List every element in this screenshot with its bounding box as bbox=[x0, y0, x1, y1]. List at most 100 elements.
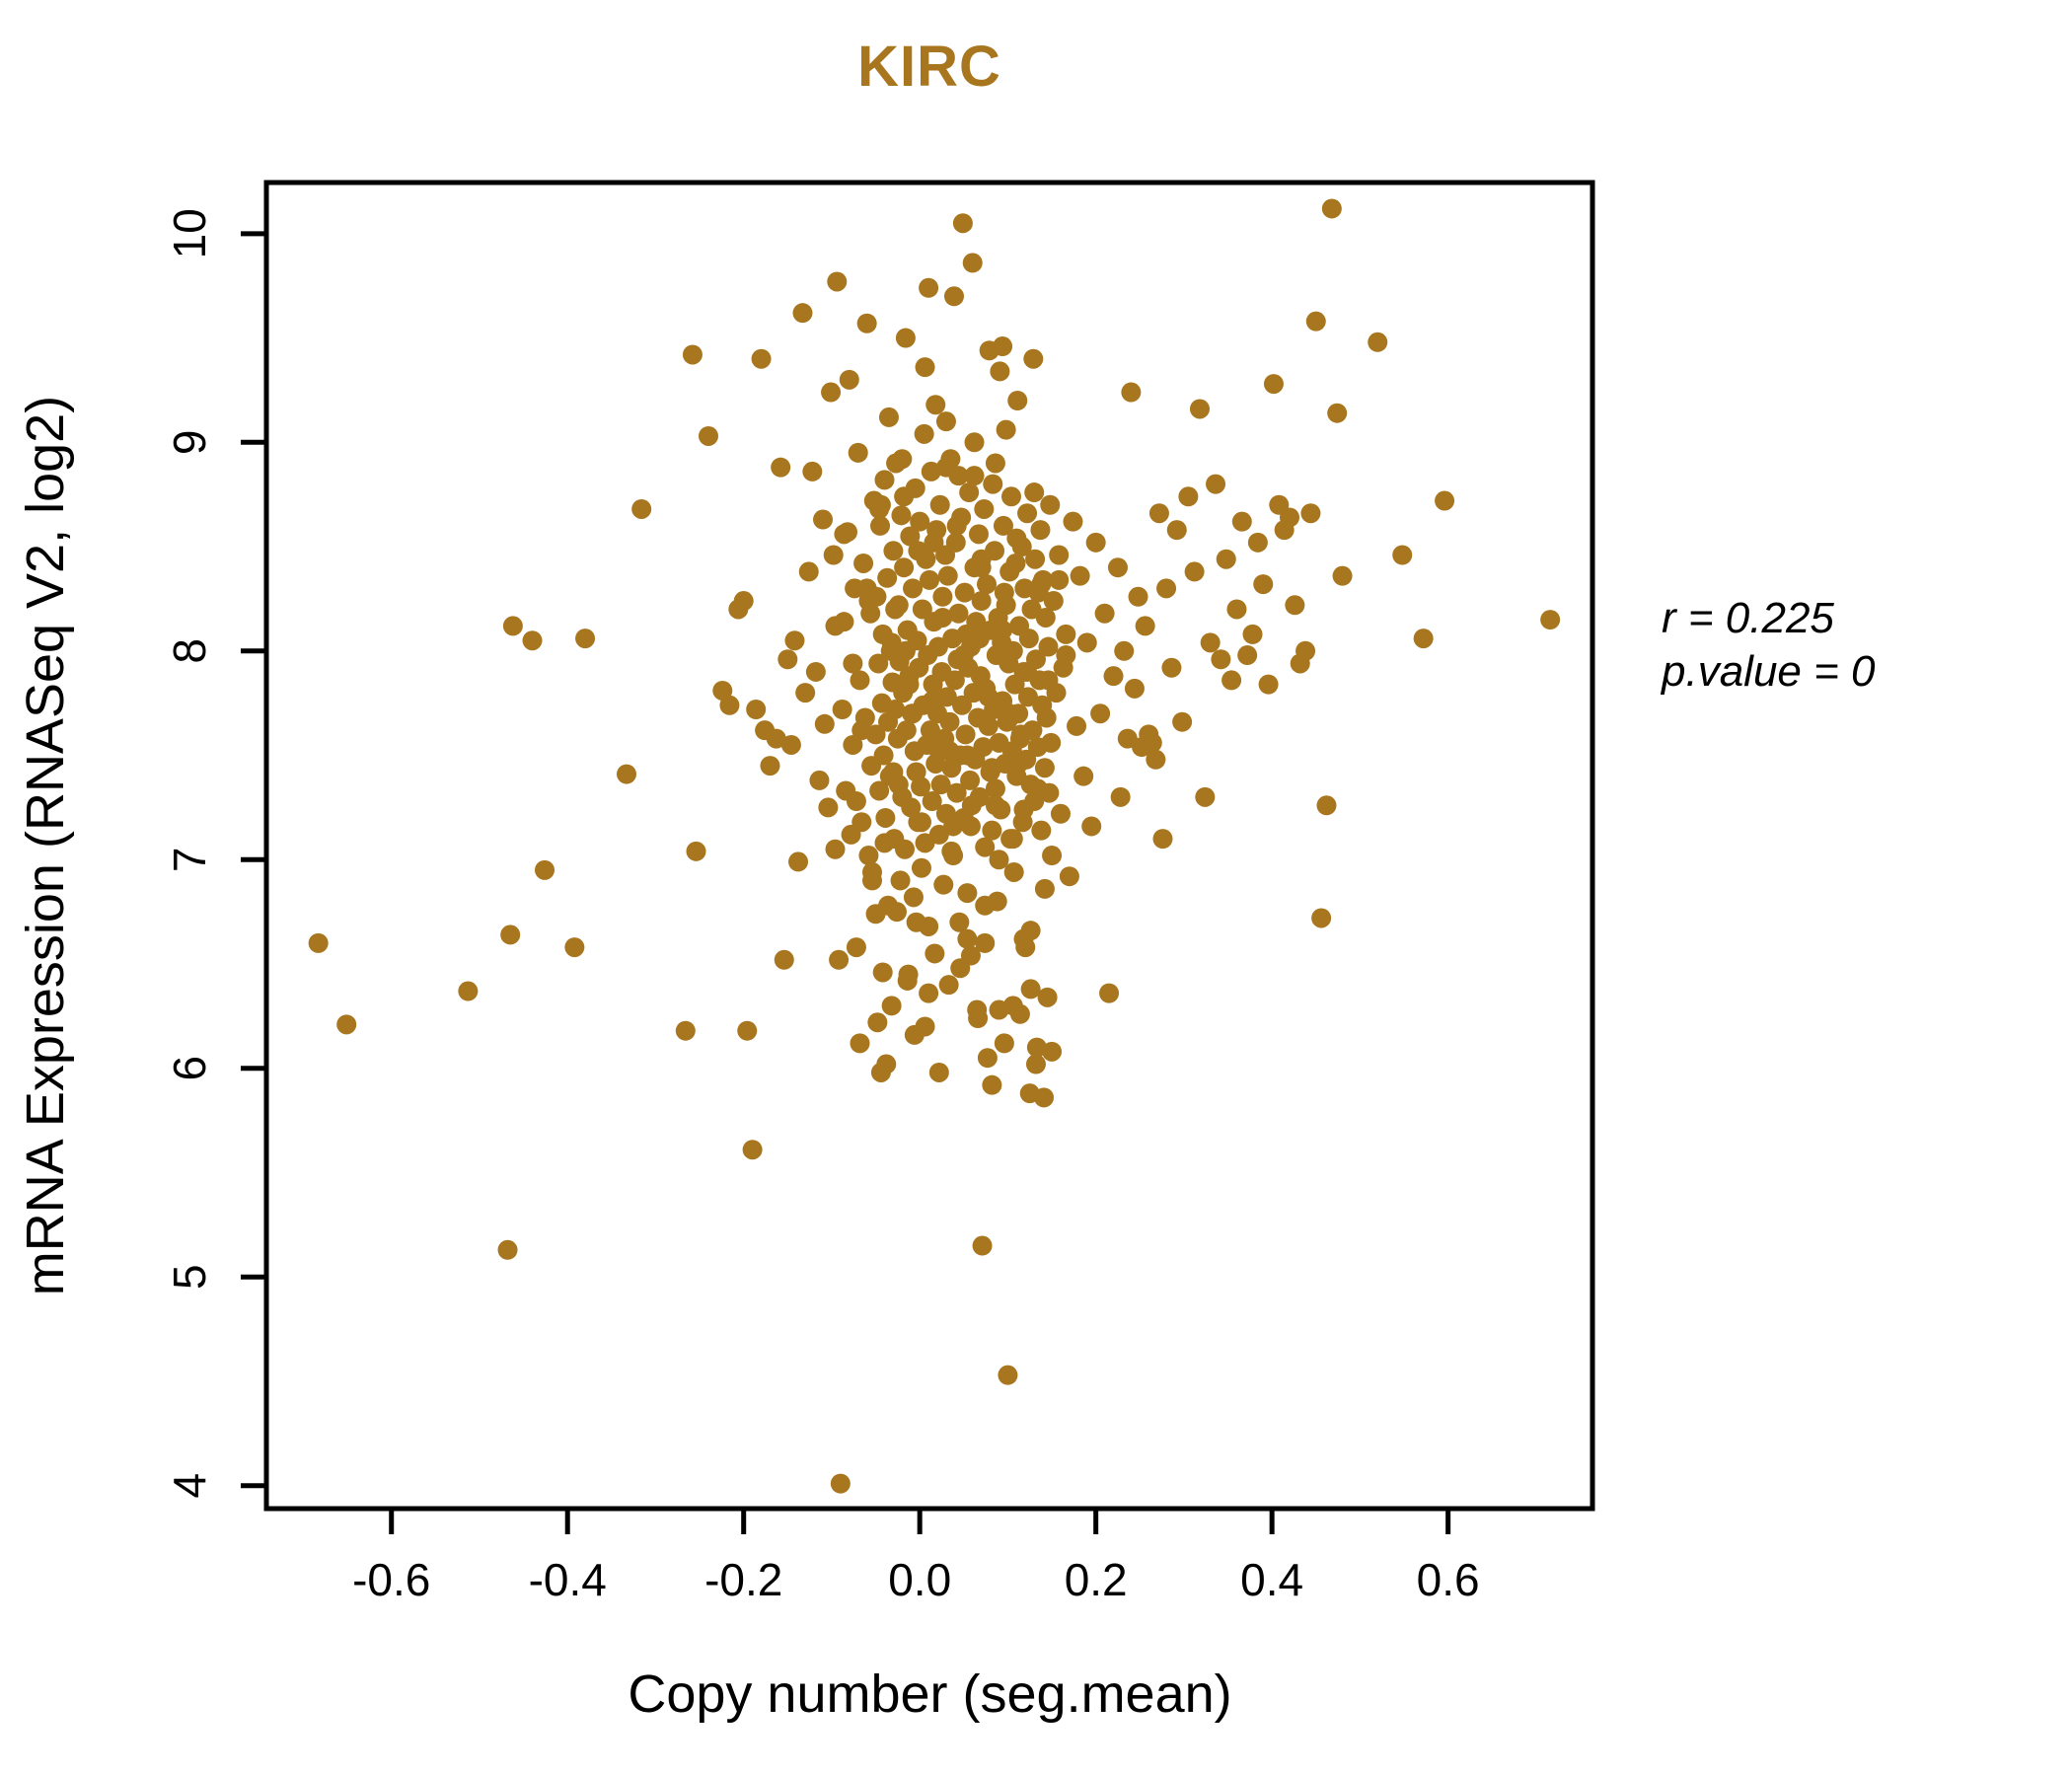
data-point bbox=[1038, 670, 1059, 691]
data-point bbox=[1231, 511, 1252, 532]
data-point bbox=[874, 470, 895, 490]
data-point bbox=[458, 981, 479, 1001]
data-point bbox=[809, 770, 830, 790]
data-point bbox=[780, 734, 801, 755]
data-point bbox=[1200, 632, 1221, 653]
data-point bbox=[846, 791, 866, 812]
data-point bbox=[777, 649, 798, 670]
data-point bbox=[1020, 979, 1041, 999]
data-point bbox=[876, 1054, 897, 1074]
x-axis-tick-label: 0.4 bbox=[1240, 1554, 1303, 1605]
data-point bbox=[1007, 391, 1028, 410]
data-point bbox=[1025, 549, 1046, 569]
data-point bbox=[896, 720, 917, 741]
y-axis-tick-label: 8 bbox=[164, 638, 215, 664]
data-point bbox=[843, 734, 863, 755]
data-point bbox=[850, 670, 870, 691]
data-point bbox=[1027, 778, 1048, 799]
data-point bbox=[989, 850, 1009, 870]
data-point bbox=[883, 541, 904, 561]
data-point bbox=[535, 859, 555, 880]
data-point bbox=[742, 1140, 763, 1160]
data-point bbox=[1003, 861, 1024, 882]
data-point bbox=[500, 925, 521, 945]
data-point bbox=[1013, 928, 1034, 949]
x-axis-tick-label: 0.0 bbox=[888, 1554, 951, 1605]
data-point bbox=[922, 791, 942, 812]
data-point bbox=[522, 630, 543, 651]
data-point bbox=[1070, 565, 1090, 586]
data-point bbox=[788, 851, 809, 872]
data-point bbox=[985, 795, 1005, 816]
data-point bbox=[919, 983, 939, 1003]
data-point bbox=[850, 1033, 870, 1054]
data-point bbox=[737, 1020, 758, 1041]
data-point bbox=[1056, 624, 1076, 644]
data-point bbox=[972, 1235, 993, 1256]
data-point bbox=[930, 775, 951, 795]
data-point bbox=[839, 369, 859, 390]
data-point bbox=[1094, 603, 1115, 624]
data-point bbox=[952, 213, 973, 234]
data-point bbox=[957, 883, 978, 904]
data-point bbox=[957, 745, 978, 766]
data-point bbox=[869, 498, 890, 519]
data-point bbox=[1148, 503, 1169, 524]
data-point bbox=[825, 839, 846, 859]
data-point bbox=[1305, 311, 1326, 332]
data-point bbox=[929, 494, 950, 515]
data-point bbox=[1037, 987, 1058, 1007]
data-point bbox=[867, 1012, 888, 1033]
data-point bbox=[978, 715, 999, 736]
data-point bbox=[993, 620, 1013, 640]
data-point bbox=[1327, 403, 1348, 423]
data-point bbox=[1009, 728, 1030, 749]
x-axis-tick-label: -0.4 bbox=[529, 1554, 607, 1605]
data-point bbox=[1316, 795, 1337, 816]
data-point bbox=[936, 687, 957, 707]
data-point bbox=[885, 599, 906, 620]
data-point bbox=[798, 561, 819, 582]
data-point bbox=[805, 661, 826, 682]
data-point bbox=[1114, 640, 1135, 661]
data-point bbox=[968, 1008, 989, 1029]
data-point bbox=[1042, 1041, 1063, 1062]
data-point bbox=[897, 970, 918, 991]
data-point bbox=[954, 582, 975, 603]
data-point bbox=[969, 629, 990, 649]
data-point bbox=[906, 912, 926, 932]
axes-layer bbox=[241, 180, 1595, 1534]
data-point bbox=[865, 904, 886, 925]
data-point bbox=[861, 861, 882, 882]
data-point bbox=[874, 833, 895, 853]
data-point bbox=[308, 932, 329, 953]
data-point bbox=[1002, 640, 1023, 661]
data-point bbox=[1195, 786, 1216, 807]
data-point bbox=[1161, 657, 1182, 678]
data-point bbox=[948, 603, 969, 624]
data-point bbox=[993, 336, 1013, 357]
data-point bbox=[982, 820, 1002, 841]
data-point bbox=[1049, 569, 1070, 590]
data-point bbox=[825, 616, 846, 636]
y-axis-tick-label: 7 bbox=[164, 847, 215, 872]
data-point bbox=[919, 277, 939, 298]
data-point bbox=[1085, 532, 1106, 553]
y-axis-tick-label: 10 bbox=[164, 208, 215, 259]
data-point bbox=[994, 1033, 1014, 1054]
data-point bbox=[928, 741, 949, 762]
data-point bbox=[1002, 829, 1023, 850]
data-point bbox=[1024, 482, 1045, 503]
data-point bbox=[978, 687, 999, 707]
data-point bbox=[925, 395, 946, 415]
data-point bbox=[920, 569, 939, 590]
data-point bbox=[1332, 565, 1353, 586]
data-point bbox=[821, 382, 842, 403]
data-point bbox=[900, 526, 921, 547]
y-axis-tick-label: 9 bbox=[164, 430, 215, 456]
data-point bbox=[903, 703, 924, 724]
data-point bbox=[872, 962, 893, 983]
data-point bbox=[1152, 829, 1173, 850]
data-point bbox=[858, 846, 879, 866]
data-point bbox=[924, 532, 944, 553]
